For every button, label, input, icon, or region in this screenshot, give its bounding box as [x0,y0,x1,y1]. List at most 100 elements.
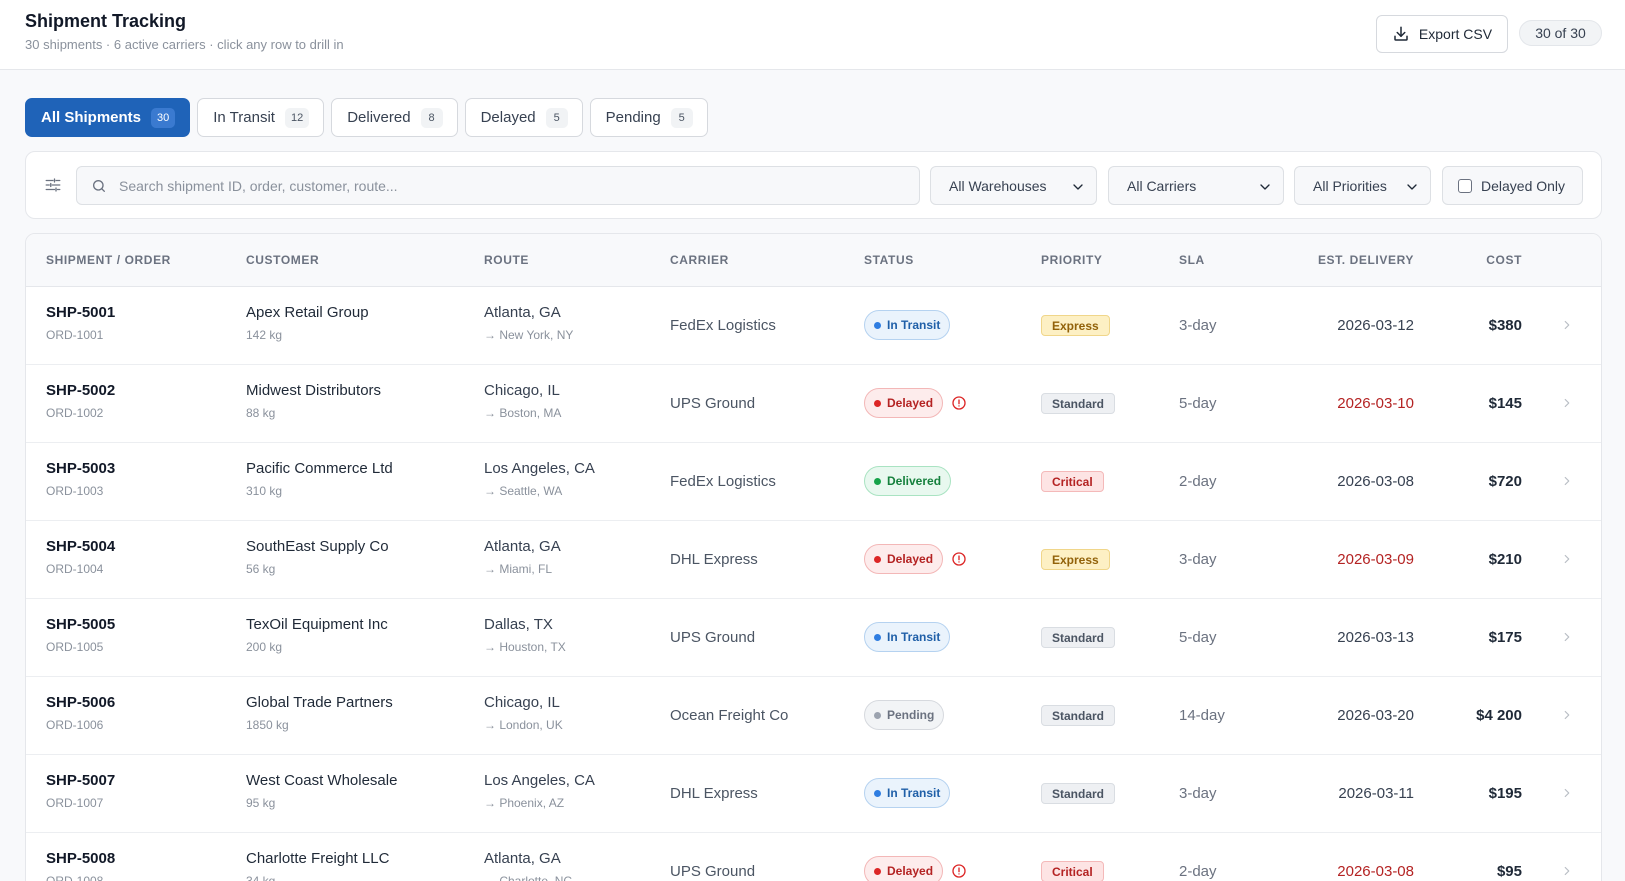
customer-name: West Coast Wholesale [246,772,398,789]
shipment-cost: $380 [1488,317,1522,334]
status-dot [874,789,881,797]
route-origin: Atlanta, GA [484,538,561,555]
tab-all-shipments[interactable]: All Shipments 30 [25,98,191,137]
column-header-customer[interactable]: CUSTOMER [246,253,320,267]
shipment-id: SHP-5003 [46,460,116,477]
column-header-route[interactable]: ROUTE [484,253,529,267]
priority-badge: Standard [1041,627,1116,648]
column-header-priority[interactable]: PRIORITY [1041,253,1103,267]
tab-pending[interactable]: Pending 5 [589,98,708,137]
est-delivery-date: 2026-03-13 [1337,629,1414,646]
shipment-id: SHP-5001 [46,304,116,321]
est-delivery-date: 2026-03-10 [1337,395,1414,412]
route-destination: → Houston, TX [484,640,566,654]
customer-cell: West Coast Wholesale 95 kg [246,772,397,810]
table-row[interactable]: SHP-5003 ORD-1003 Pacific Commerce Ltd 3… [26,443,1601,521]
shipment-cell: SHP-5003 ORD-1003 [46,460,115,498]
sla-value: 3-day [1179,551,1217,568]
chevron-right-icon[interactable] [1560,786,1574,800]
chevron-right-icon[interactable] [1560,864,1574,878]
status-dot [874,321,881,329]
export-csv-button[interactable]: Export CSV [1376,15,1508,53]
page-header: Shipment Tracking 30 shipments · 6 activ… [0,0,1625,70]
column-header-sla[interactable]: SLA [1179,253,1205,267]
tab-count: 30 [151,107,176,128]
route-origin: Dallas, TX [484,616,553,633]
column-header-carrier[interactable]: CARRIER [670,253,729,267]
priority-cell: Critical [1041,471,1104,492]
tab-in-transit[interactable]: In Transit 12 [197,98,325,137]
column-header-shipment[interactable]: SHIPMENT / ORDER [46,253,171,267]
chevron-right-icon[interactable] [1560,396,1574,410]
status-badge: Delayed [864,544,944,574]
table-row[interactable]: SHP-5008 ORD-1008 Charlotte Freight LLC … [26,833,1601,881]
shipment-id: SHP-5002 [46,382,116,399]
route-origin: Chicago, IL [484,694,560,711]
carrier-name: DHL Express [670,551,758,568]
shipment-weight: 88 kg [246,406,276,420]
customer-cell: SouthEast Supply Co 56 kg [246,538,389,576]
route-destination: → Phoenix, AZ [484,796,565,810]
shipment-id: SHP-5004 [46,538,116,555]
customer-name: Apex Retail Group [246,304,369,321]
priority-select[interactable]: All Priorities [1294,166,1431,205]
order-id: ORD-1001 [46,328,104,342]
status-dot [874,867,881,875]
priority-cell: Standard [1041,783,1116,804]
chevron-right-icon[interactable] [1560,708,1574,722]
order-id: ORD-1006 [46,718,104,732]
status-cell: Delayed [864,388,967,418]
delayed-only-checkbox[interactable] [1458,178,1472,193]
sla-value: 2-day [1179,863,1217,880]
status-badge: Delivered [864,466,952,496]
table-row[interactable]: SHP-5006 ORD-1006 Global Trade Partners … [26,677,1601,755]
shipment-cost: $195 [1488,785,1522,802]
carrier-name: DHL Express [670,785,758,802]
status-badge: Pending [864,700,945,730]
tab-label: Pending [605,109,661,126]
table-row[interactable]: SHP-5002 ORD-1002 Midwest Distributors 8… [26,365,1601,443]
tab-label: Delayed [480,109,536,126]
customer-cell: Apex Retail Group 142 kg [246,304,369,342]
delayed-only-toggle[interactable]: Delayed Only [1442,166,1583,205]
status-label: In Transit [887,630,941,644]
customer-name: Global Trade Partners [246,694,393,711]
column-header-est-delivery[interactable]: EST. DELIVERY [1317,253,1414,267]
priority-badge: Express [1041,315,1110,336]
priority-cell: Standard [1041,627,1116,648]
warehouse-select[interactable]: All Warehouses [930,166,1097,205]
table-row[interactable]: SHP-5004 ORD-1004 SouthEast Supply Co 56… [26,521,1601,599]
route-destination: → Boston, MA [484,406,562,420]
shipment-cell: SHP-5002 ORD-1002 [46,382,115,420]
chevron-right-icon[interactable] [1560,630,1574,644]
tab-delivered[interactable]: Delivered 8 [331,98,458,137]
tab-delayed[interactable]: Delayed 5 [464,98,583,137]
chevron-right-icon[interactable] [1560,318,1574,332]
sliders-icon[interactable] [44,176,62,194]
table-row[interactable]: SHP-5001 ORD-1001 Apex Retail Group 142 … [26,287,1601,365]
shipment-cost: $4 200 [1476,707,1522,724]
customer-cell: Pacific Commerce Ltd 310 kg [246,460,393,498]
status-dot [874,555,881,563]
shipment-weight: 142 kg [246,328,283,342]
route-destination: → Charlotte, NC [484,874,573,881]
carrier-select[interactable]: All Carriers [1108,166,1284,205]
status-cell: In Transit [864,310,951,340]
table-row[interactable]: SHP-5007 ORD-1007 West Coast Wholesale 9… [26,755,1601,833]
tab-count: 5 [670,107,693,128]
shipment-cost: $95 [1496,863,1522,880]
table-row[interactable]: SHP-5005 ORD-1005 TexOil Equipment Inc 2… [26,599,1601,677]
priority-cell: Critical [1041,861,1104,881]
chevron-right-icon[interactable] [1560,552,1574,566]
search-input[interactable] [119,167,909,204]
status-cell: Pending [864,700,945,730]
carrier-name: Ocean Freight Co [670,707,789,724]
shipment-cost: $210 [1488,551,1522,568]
status-cell: In Transit [864,622,951,652]
column-header-status[interactable]: STATUS [864,253,914,267]
chevron-right-icon[interactable] [1560,474,1574,488]
route-cell: Atlanta, GA → Charlotte, NC [484,850,572,881]
sla-value: 5-day [1179,629,1217,646]
sla-value: 3-day [1179,317,1217,334]
column-header-cost[interactable]: COST [1486,253,1522,267]
